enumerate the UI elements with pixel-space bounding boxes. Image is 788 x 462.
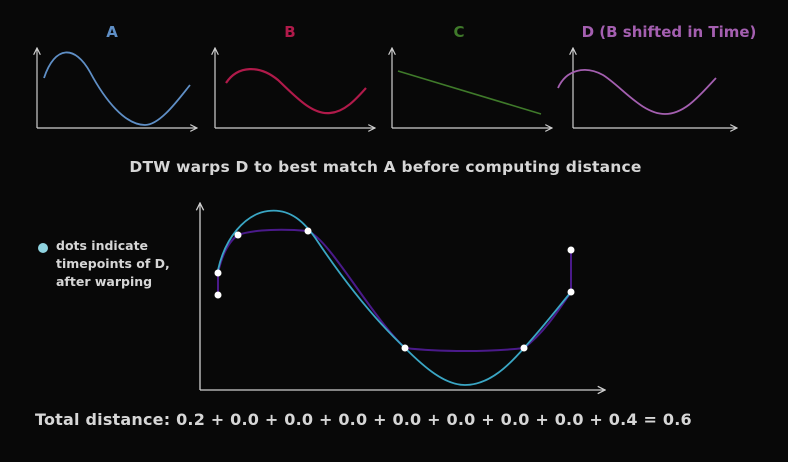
warp-dot xyxy=(214,291,222,299)
panel-a-curve xyxy=(43,51,191,126)
legend-dot-icon xyxy=(38,243,48,253)
warp-dot xyxy=(520,344,528,352)
panel-a-title: A xyxy=(106,23,118,41)
warp-caption: DTW warps D to best match A before compu… xyxy=(129,158,642,176)
warp-dot xyxy=(567,288,575,296)
curve-a xyxy=(217,209,572,386)
panel-c: C xyxy=(392,23,552,128)
panel-b-title: B xyxy=(284,23,295,41)
panel-d-curve xyxy=(557,69,717,115)
warp-dots xyxy=(214,227,575,352)
warp-dot xyxy=(304,227,312,235)
main-plot xyxy=(200,203,605,390)
warped-d-curve xyxy=(217,228,572,352)
panel-d: D (B shifted in Time) xyxy=(557,23,757,128)
panel-b: B xyxy=(215,23,375,128)
total-distance: Total distance: 0.2 + 0.0 + 0.0 + 0.0 + … xyxy=(35,410,692,429)
warp-dot xyxy=(234,231,242,239)
legend-text: dots indicate timepoints of D, after war… xyxy=(56,238,170,289)
warp-dot xyxy=(214,269,222,277)
panel-c-axes xyxy=(392,48,552,128)
panel-b-axes xyxy=(215,48,375,128)
panel-c-line xyxy=(397,70,542,115)
panel-b-curve xyxy=(225,68,367,115)
main-plot-axes xyxy=(200,203,605,390)
panel-a: A xyxy=(37,23,197,128)
panel-d-title: D (B shifted in Time) xyxy=(582,23,757,41)
panel-c-title: C xyxy=(453,23,464,41)
warp-dot xyxy=(401,344,409,352)
panel-a-axes xyxy=(37,48,197,128)
panel-d-axes xyxy=(573,48,737,128)
warp-dot xyxy=(567,246,575,254)
